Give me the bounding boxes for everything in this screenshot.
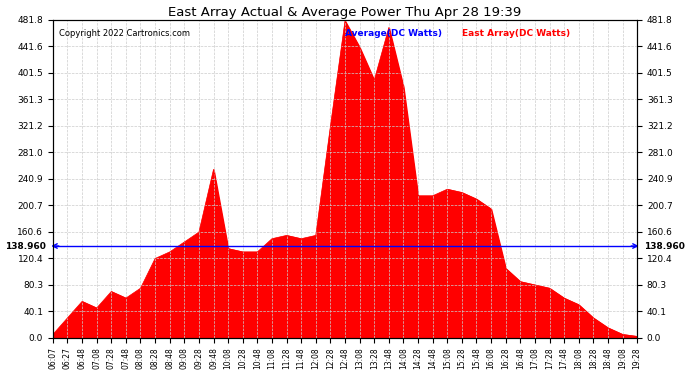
Title: East Array Actual & Average Power Thu Apr 28 19:39: East Array Actual & Average Power Thu Ap…	[168, 6, 522, 18]
Text: 138.960: 138.960	[5, 242, 46, 250]
Text: Average(DC Watts): Average(DC Watts)	[345, 29, 442, 38]
Text: East Array(DC Watts): East Array(DC Watts)	[462, 29, 570, 38]
Text: 138.960: 138.960	[644, 242, 685, 250]
Text: Copyright 2022 Cartronics.com: Copyright 2022 Cartronics.com	[59, 29, 190, 38]
